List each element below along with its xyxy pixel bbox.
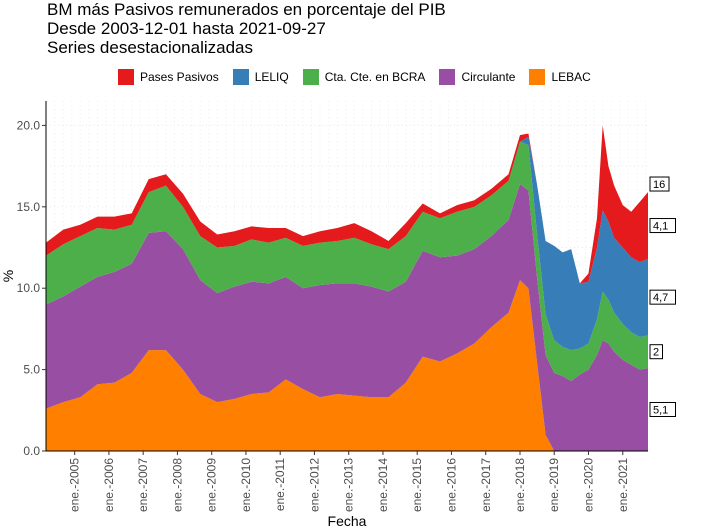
y-tick-label: 15.0 [17, 200, 41, 214]
x-tick-label: ene.-2008 [170, 458, 184, 512]
y-axis-title: % [0, 270, 16, 282]
x-tick-label: ene.-2007 [136, 458, 150, 512]
x-tick-label: ene.-2011 [273, 458, 287, 511]
area-circulante [46, 184, 648, 451]
x-axis-title: Fecha [328, 513, 367, 528]
legend-item-cta-cte: Cta. Cte. en BCRA [302, 69, 426, 85]
x-tick-label: ene.-2009 [205, 458, 219, 512]
area-leliq [46, 136, 648, 351]
legend-label-lebac: LEBAC [551, 70, 591, 84]
legend-label-circulante: Circulante [461, 70, 516, 84]
legend-label-leliq: LELIQ [254, 70, 289, 84]
y-tick-label: 0.0 [23, 444, 40, 458]
x-tick-label: ene.-2012 [307, 458, 321, 512]
axes: 0.0 5.0 10.0 15.0 20.0 ene.-2005 ene.-2006 ene.… [17, 101, 648, 512]
y-tick-label: 5.0 [23, 363, 40, 377]
legend-item-pases-pasivos: Pases Pasivos [118, 69, 219, 85]
x-tick-label: ene.-2014 [376, 458, 390, 512]
title-line-1: BM más Pasivos remunerados en porcentaje… [47, 0, 446, 19]
legend-item-leliq: LELIQ [232, 69, 289, 85]
x-tick-label: ene.-2016 [444, 458, 458, 512]
end-label-text: 2 [653, 347, 659, 359]
end-label-box [649, 289, 676, 305]
y-tick-label: 10.0 [17, 281, 41, 295]
x-tick-label: ene.-2006 [102, 458, 116, 512]
legend-swatch-circulante [439, 69, 456, 85]
end-label-text: 5,1 [653, 404, 668, 416]
end-label-total: 16 [649, 176, 670, 192]
x-tick-label: ene.-2019 [547, 458, 561, 512]
legend-label-pases-pasivos: Pases Pasivos [140, 70, 219, 84]
title-line-3: Series desestacionalizadas [47, 38, 254, 57]
legend-swatch-cta-cte [302, 69, 319, 85]
end-label-text: 4,7 [653, 292, 668, 304]
title-line-2: Desde 2003-12-01 hasta 2021-09-27 [47, 19, 326, 38]
end-label-text: 4,1 [653, 221, 668, 233]
legend-swatch-lebac [529, 69, 546, 85]
end-label-box [649, 344, 663, 360]
x-tick-label: ene.-2013 [342, 458, 356, 512]
x-tick-label: ene.-2015 [410, 458, 424, 512]
end-label-box [649, 218, 676, 234]
end-label-box [649, 176, 670, 192]
end-label-text: 16 [653, 179, 665, 191]
end-label-leliq: 4,7 [649, 289, 676, 305]
x-tick-label: ene.-2005 [68, 458, 82, 512]
chart-title: BM más Pasivos remunerados en porcentaje… [47, 0, 446, 57]
legend-item-lebac: LEBAC [529, 69, 591, 85]
x-tick-label: ene.-2021 [616, 458, 630, 512]
end-labels: 4,1 4,7 2 5,1 16 [649, 176, 676, 417]
stacked-areas [46, 125, 648, 451]
end-label-box [649, 401, 676, 417]
x-tick-label: ene.-2017 [479, 458, 493, 512]
area-cta-cte-en-bcra [46, 141, 648, 381]
legend-label-cta-cte: Cta. Cte. en BCRA [324, 70, 426, 84]
x-tick-label: ene.-2020 [581, 458, 595, 512]
x-tick-label: ene.-2018 [513, 458, 527, 512]
end-label-pases-pasivos: 4,1 [649, 218, 676, 234]
legend-item-circulante: Circulante [439, 69, 515, 85]
area-lebac [46, 280, 648, 451]
legend-swatch-pases-pasivos [118, 69, 134, 85]
end-label-cta-cte-en-bcra: 2 [649, 344, 663, 360]
legend-swatch-leliq [232, 69, 249, 85]
y-tick-label: 20.0 [17, 118, 41, 132]
end-label-circulante: 5,1 [649, 401, 676, 417]
legend: Pases Pasivos LELIQ Cta. Cte. en BCRA Ci… [118, 68, 605, 86]
x-tick-label: ene.-2010 [239, 458, 253, 512]
